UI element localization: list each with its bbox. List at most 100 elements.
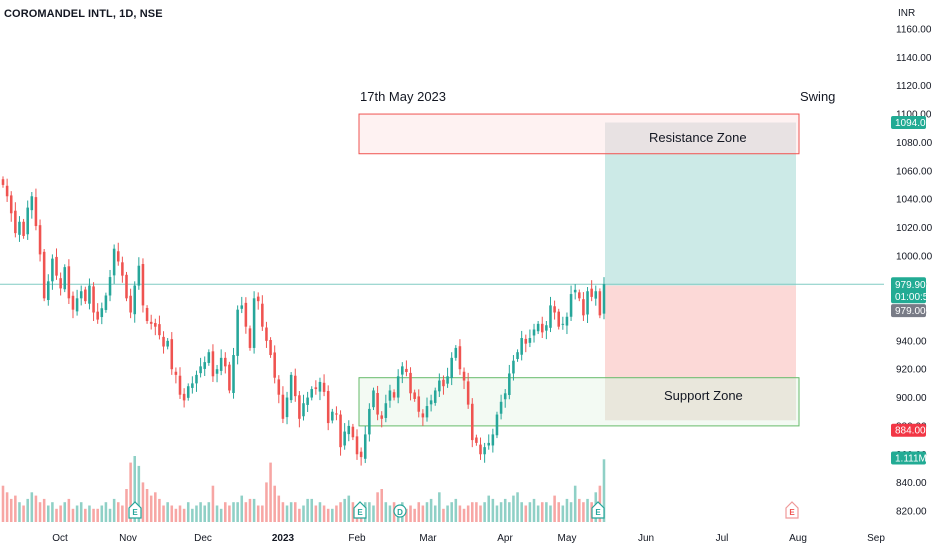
volume-bar [47, 505, 50, 522]
volume-bar [322, 505, 326, 522]
volume-bar [174, 508, 178, 522]
volume-bar [425, 502, 429, 522]
candle-body [248, 328, 252, 348]
volume-bar [203, 505, 206, 522]
candle-body [67, 266, 71, 299]
candle-body [158, 324, 161, 336]
candle-body [343, 431, 346, 446]
volume-bar [293, 502, 297, 522]
candle-body [75, 298, 79, 312]
volume-bar [557, 502, 560, 522]
candle-body [368, 408, 371, 435]
volume-bar [104, 502, 108, 522]
volume-bar [108, 508, 112, 522]
earnings-marker[interactable]: E [785, 501, 799, 519]
resistance-zone-box[interactable] [358, 113, 800, 155]
candle-body [450, 357, 453, 378]
candle-body [166, 340, 169, 347]
x-tick-label: Jul [716, 533, 729, 544]
swing-annotation: Swing [800, 89, 835, 104]
volume-bar [269, 462, 272, 522]
x-tick-label: Feb [348, 533, 366, 544]
volume-badge-bg [891, 451, 926, 465]
volume-bar [30, 492, 34, 522]
volume-bar [450, 502, 453, 522]
volume-bar [236, 502, 239, 522]
dividend-icon [393, 504, 407, 518]
candle-body [573, 289, 577, 293]
candle-body [483, 447, 486, 455]
candle-body [314, 387, 318, 390]
candle-body [182, 393, 186, 401]
volume-bar [211, 485, 215, 522]
volume-bar [154, 492, 157, 522]
candle-body [240, 305, 244, 309]
candle-body [520, 338, 523, 355]
volume-bar [34, 495, 38, 522]
volume-bar [219, 508, 223, 522]
candle-body [475, 437, 478, 443]
candle-body [129, 295, 132, 313]
volume-bar [88, 505, 91, 522]
earnings-marker[interactable]: E [353, 501, 367, 519]
candle-body [417, 396, 421, 412]
volume-bar [569, 502, 573, 522]
candle-body [219, 357, 223, 371]
volume-bar [261, 505, 264, 522]
target-price-badge-text: 1094.00 [895, 118, 932, 129]
candle-body [96, 311, 99, 320]
candle-body [71, 295, 75, 310]
resistance-zone-label: Resistance Zone [649, 130, 747, 145]
x-tick-label: Nov [119, 533, 137, 544]
candle-body [540, 323, 544, 333]
candle-body [351, 426, 355, 438]
candle-body [121, 262, 124, 276]
candle-body [598, 291, 602, 316]
candle-body [310, 389, 314, 398]
volume-bar [438, 492, 441, 522]
volume-bar [162, 505, 165, 522]
candle-body [232, 355, 235, 394]
volume-bar [433, 505, 437, 522]
y-tick-label: 1140.00 [896, 53, 932, 64]
candle-body [162, 336, 165, 347]
volume-bar [310, 498, 314, 522]
volume-bar [565, 498, 569, 522]
candle-body [586, 291, 589, 315]
volume-bar [573, 485, 577, 522]
earnings-marker[interactable]: E [591, 501, 605, 519]
candle-body [363, 434, 367, 459]
candle-body [495, 414, 499, 436]
volume-bar [207, 502, 211, 522]
candle-body [195, 374, 198, 384]
last-price-bg [891, 277, 926, 304]
y-tick-label: 1160.00 [896, 25, 932, 36]
dividend-marker[interactable]: D [393, 504, 407, 518]
candle-body [331, 411, 334, 421]
stop-price-badge-bg [891, 423, 926, 437]
volume-bar [1, 485, 5, 522]
candle-body [396, 376, 400, 398]
candle-body [125, 274, 128, 299]
candle-body [413, 392, 416, 399]
volume-bar [508, 502, 511, 522]
volume-bar [67, 498, 71, 522]
volume-bar [306, 498, 309, 522]
candle-body [186, 386, 190, 398]
candle-body [569, 294, 573, 317]
candle-body [355, 436, 359, 455]
candle-body [384, 403, 388, 418]
volume-bar [121, 505, 124, 522]
volume-bar [5, 492, 9, 522]
candle-body [261, 303, 264, 327]
volume-bar [331, 508, 334, 522]
x-tick-label: Mar [419, 533, 437, 544]
y-tick-label: 1080.00 [896, 138, 932, 149]
earnings-marker[interactable]: E [128, 501, 142, 519]
candle-body [326, 391, 330, 424]
volume-bar [540, 502, 544, 522]
volume-bar [112, 498, 116, 522]
